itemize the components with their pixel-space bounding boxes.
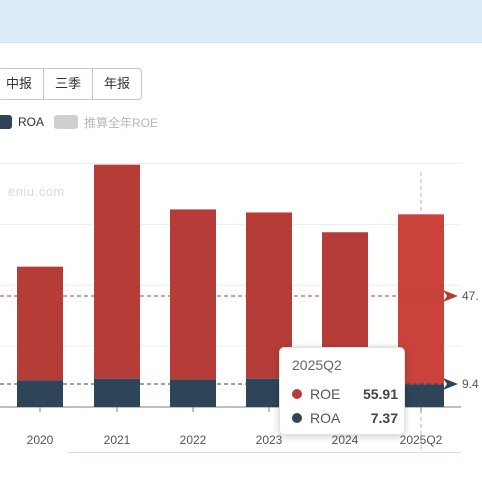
tooltip-dot-roe [292,389,302,399]
legend-label-projected-roe: 推算全年ROE [84,115,159,130]
tooltip-dot-roa [292,413,302,423]
tab-interim[interactable]: 中报 [6,76,33,91]
watermark: eniu.com [8,184,65,199]
tooltip-row-roe: ROE 55.91 [292,385,398,403]
bars [17,164,444,407]
bar-roa-2020 [17,380,63,407]
tab-third-quarter[interactable]: 三季 [43,69,92,99]
legend-item-projected-roe[interactable]: 推算全年ROE [54,114,158,131]
period-tabs: 中报 三季 年报 [0,68,143,100]
legend-swatch-roa [0,115,12,129]
legend-label-roa: ROA [18,115,45,129]
x-tick-label-2024: 2024 [332,433,359,447]
bar-roe-2020 [17,266,63,381]
tooltip-row-roa: ROA 7.37 [292,409,398,427]
x-tick-label-2023: 2023 [256,433,283,447]
bar-roe-2022 [170,209,216,380]
x-tick-label-2025Q2: 2025Q2 [400,433,443,447]
legend-item-roa[interactable]: ROA [0,115,44,129]
x-tick-label-2022: 2022 [180,433,207,447]
reference-label-roa: 9.4 [462,377,479,391]
reference-lines: 47. 9.4 [0,289,479,391]
tooltip: 2025Q2 ROE 55.91 ROA 7.37 [279,347,405,435]
tooltip-value-roe: 55.91 [362,386,398,402]
bar-roe-2025Q2 [398,214,444,385]
reference-arrow-roa [443,378,458,390]
tooltip-name-roe: ROE [310,386,341,402]
tooltip-title: 2025Q2 [292,357,342,373]
tooltip-name-roa: ROA [310,410,341,426]
reference-arrow-roe [443,290,458,302]
reference-label-roe: 47. [462,289,479,303]
x-tick-label-2020: 2020 [27,433,54,447]
chart-legend: ROA 推算全年ROE [0,114,168,130]
bar-roa-2021 [94,378,140,407]
bar-roa-2025Q2 [398,384,444,407]
bottom-divider [68,452,461,453]
tab-annual[interactable]: 年报 [92,69,141,99]
legend-swatch-projected [54,115,79,129]
top-bar [0,0,482,43]
tooltip-value-roa: 7.37 [370,410,398,426]
x-tick-label-2021: 2021 [104,433,131,447]
x-axis: 2020 2021 2022 2023 2024 2025Q2 [27,407,443,447]
bar-roe-2021 [94,164,140,379]
